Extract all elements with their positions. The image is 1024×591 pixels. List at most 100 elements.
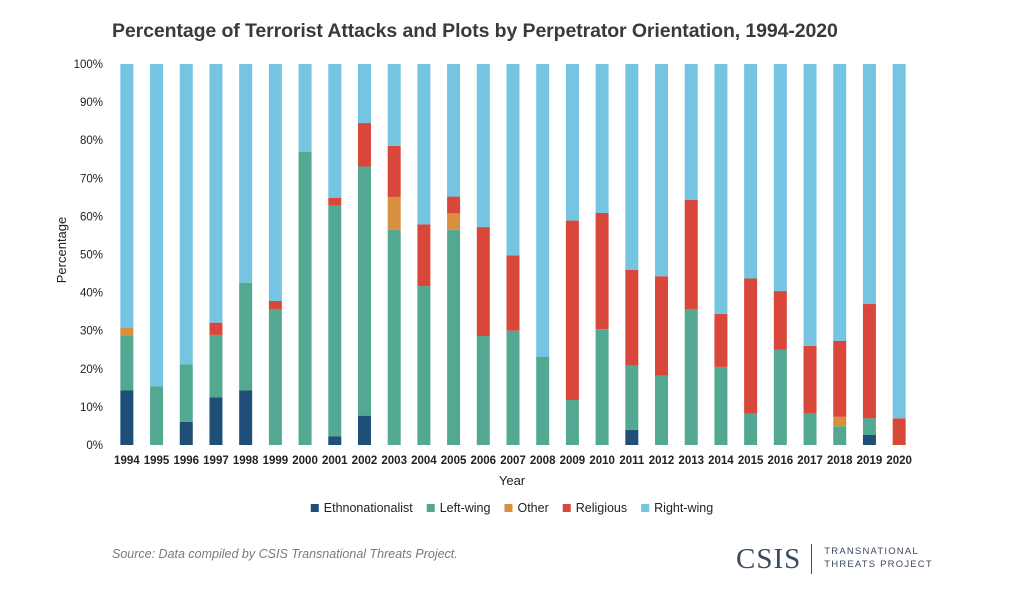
x-tick-label: 2018 [827, 455, 853, 467]
legend-label: Ethnonationalist [324, 501, 413, 515]
bar-segment [773, 64, 787, 292]
x-tick-label: 1995 [144, 455, 170, 467]
legend-label: Religious [576, 501, 627, 515]
bar-segment [625, 269, 639, 366]
bar-segment [506, 330, 520, 445]
bar-segment [357, 415, 371, 445]
legend-label: Left-wing [440, 501, 491, 515]
csis-logo: CSIS TRANSNATIONAL THREATS PROJECT [736, 542, 933, 576]
bar-segment [447, 64, 461, 197]
legend-swatch [310, 504, 319, 512]
x-tick-label: 2015 [738, 455, 764, 467]
bar-segment [150, 386, 164, 445]
x-tick-label: 1998 [233, 455, 259, 467]
bar-segment [803, 413, 817, 445]
x-tick-label: 2020 [886, 455, 912, 467]
bar-segment [714, 64, 728, 314]
bar-segment [506, 64, 520, 256]
bar-segment [447, 196, 461, 214]
bar-segment [595, 329, 609, 445]
bar-segment [447, 229, 461, 445]
logo-tagline: TRANSNATIONAL THREATS PROJECT [824, 546, 933, 572]
bar-segment [179, 421, 193, 445]
bar-segment [773, 349, 787, 445]
bar-segment [684, 200, 698, 309]
x-tick-label: 1999 [263, 455, 289, 467]
bar-segment [565, 400, 579, 445]
bar-segment [506, 255, 520, 331]
bar-segment [862, 434, 876, 445]
x-tick-labels: 1994 1995 1996 1997 1998 1999 2000 2001 2002 2003… [114, 455, 912, 467]
source-note: Source: Data compiled by CSIS Transnatio… [112, 547, 458, 561]
bar-segment [476, 336, 490, 445]
bar-segment [239, 390, 253, 445]
bar-segment [268, 308, 282, 445]
bar-segment [803, 345, 817, 414]
y-tick-label: 90% [80, 97, 103, 109]
bar-segment [773, 291, 787, 350]
bar-segment [684, 308, 698, 445]
legend-swatch [426, 504, 435, 512]
legend-label: Other [517, 501, 548, 515]
x-tick-label: 2002 [352, 455, 378, 467]
x-tick-label: 2008 [530, 455, 556, 467]
bar-segment [328, 436, 342, 445]
legend-swatch [641, 504, 650, 512]
x-tick-label: 2000 [292, 455, 318, 467]
legend-label: Right-wing [654, 501, 713, 515]
x-tick-label: 1994 [114, 455, 140, 467]
bars-group [120, 64, 906, 446]
y-tick-label: 40% [80, 288, 103, 300]
bar-segment [862, 418, 876, 435]
bar-segment [833, 426, 847, 445]
bar-segment [120, 64, 134, 328]
x-tick-label: 2016 [768, 455, 794, 467]
bar-segment [387, 229, 401, 445]
bar-segment [892, 64, 906, 419]
bar-segment [328, 197, 342, 206]
x-tick-label: 2019 [857, 455, 883, 467]
x-tick-label: 2009 [560, 455, 586, 467]
x-tick-label: 2017 [797, 455, 823, 467]
bar-segment [684, 64, 698, 201]
bar-segment [625, 429, 639, 445]
bar-segment [387, 145, 401, 197]
bar-segment [298, 64, 312, 153]
bar-segment [476, 227, 490, 337]
bar-segment [357, 123, 371, 167]
y-tick-label: 60% [80, 211, 103, 223]
x-tick-label: 2003 [381, 455, 407, 467]
bar-segment [595, 64, 609, 213]
y-tick-label: 0% [86, 440, 103, 452]
bar-segment [565, 220, 579, 401]
bar-segment [476, 64, 490, 228]
bar-segment [655, 276, 669, 376]
bar-segment [328, 205, 342, 437]
y-tick-label: 30% [80, 326, 103, 338]
bar-segment [268, 300, 282, 309]
x-tick-label: 2011 [619, 455, 645, 467]
bar-segment [298, 152, 312, 445]
bar-segment [417, 224, 431, 287]
bar-segment [625, 64, 639, 270]
bar-segment [744, 413, 758, 445]
bar-segment [179, 364, 193, 422]
legend-swatch [504, 504, 513, 512]
bar-segment [744, 278, 758, 414]
x-tick-label: 2006 [471, 455, 497, 467]
bar-segment [239, 64, 253, 283]
x-tick-label: 2010 [589, 455, 615, 467]
bar-segment [892, 418, 906, 445]
bar-segment [120, 336, 134, 391]
bar-segment [862, 304, 876, 419]
bar-segment [447, 213, 461, 230]
bar-segment [357, 64, 371, 124]
bar-segment [625, 365, 639, 430]
x-tick-label: 2012 [649, 455, 675, 467]
bar-segment [536, 356, 550, 445]
bar-segment [714, 366, 728, 445]
bar-segment [209, 334, 223, 398]
y-tick-label: 80% [80, 135, 103, 147]
bar-segment [209, 322, 223, 335]
